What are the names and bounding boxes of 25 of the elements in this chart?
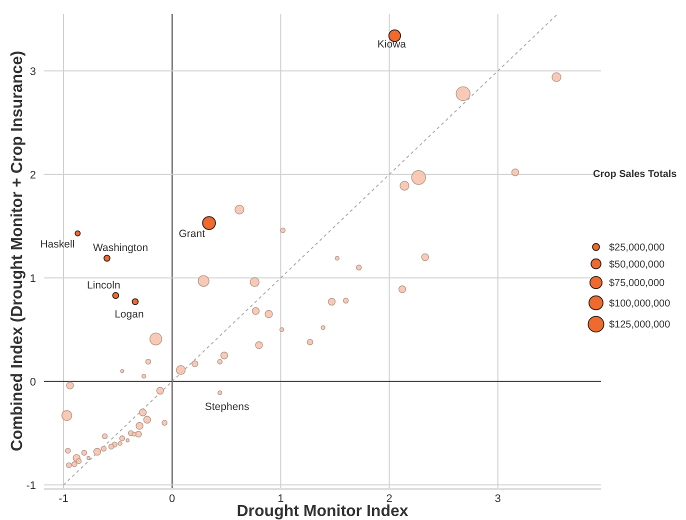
y-tick-label: 3	[30, 66, 36, 78]
annotation: Stephens	[204, 400, 250, 413]
x-tick-label: 1	[278, 493, 284, 505]
annotation: Kiowa	[377, 38, 406, 51]
y-tick-label: 2	[30, 169, 36, 182]
y-tick-label: 1	[30, 272, 36, 285]
annotation: Lincoln	[87, 280, 120, 292]
x-tick-label: 0	[169, 493, 176, 505]
y-tick-label: 0	[30, 376, 36, 388]
annotation: Washington	[92, 242, 148, 254]
legend-label: $125,000,000	[609, 320, 671, 331]
legend-label: $100,000,000	[609, 298, 671, 310]
annotation: Logan	[114, 308, 144, 321]
annotation: Grant	[178, 228, 206, 240]
legend-title: Crop Sales Totals	[593, 169, 678, 180]
legend-label: $75,000,000	[609, 278, 666, 290]
x-tick-label: -1	[58, 493, 68, 505]
legend-label: $25,000,000	[609, 242, 666, 254]
y-axis-title: Combined Index (Drought Monitor + Crop Insurance)	[9, 50, 26, 452]
x-tick-label: 2	[386, 493, 392, 505]
legend-label: $50,000,000	[609, 259, 666, 270]
x-axis-title: Drought Monitor Index	[236, 503, 408, 520]
annotation: Haskell	[40, 238, 75, 250]
y-tick-label: -1	[26, 480, 36, 492]
x-tick-label: 3	[494, 493, 501, 505]
